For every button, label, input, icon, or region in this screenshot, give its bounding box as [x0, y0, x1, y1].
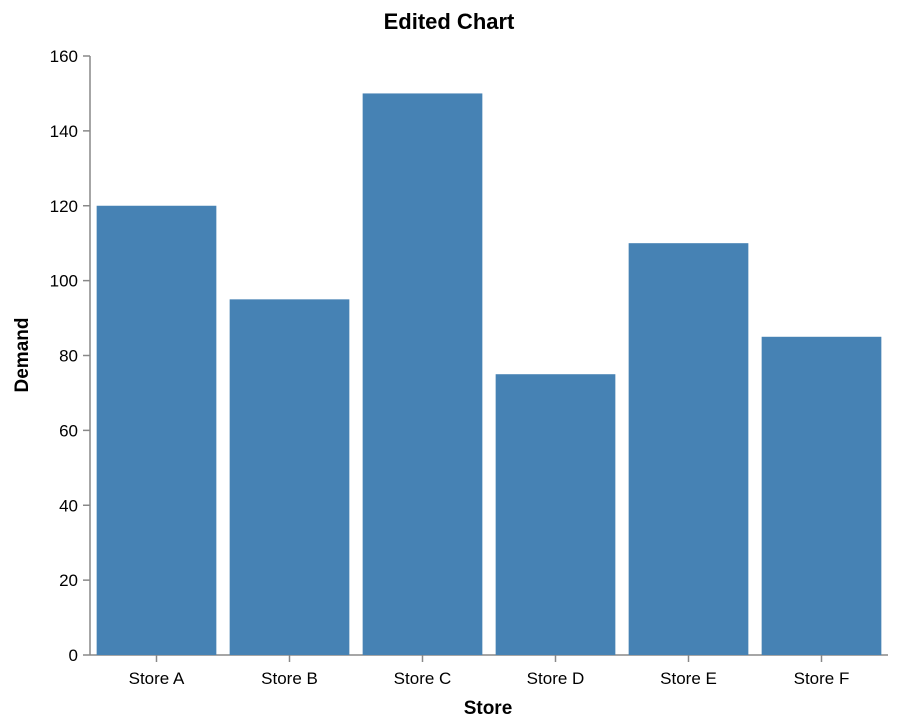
y-tick-label: 0 [69, 646, 78, 665]
x-tick-label: Store A [129, 669, 185, 688]
y-tick-label: 60 [59, 421, 78, 440]
x-tick-label: Store E [660, 669, 717, 688]
x-tick-label: Store B [261, 669, 318, 688]
x-tick-label: Store C [394, 669, 452, 688]
bar-store-a [96, 205, 217, 655]
x-tick-label: Store D [527, 669, 585, 688]
y-tick-label: 160 [50, 47, 78, 66]
y-tick-label: 40 [59, 496, 78, 515]
bar-store-e [628, 243, 749, 655]
y-tick-label: 140 [50, 122, 78, 141]
y-axis-title: Demand [12, 318, 33, 393]
y-axis: 0 20 40 60 80 100 120 140 160 [50, 47, 91, 665]
x-axis: Store A Store B Store C Store D Store E Store… [90, 654, 888, 688]
bar-series [96, 93, 882, 655]
bar-store-f [761, 336, 882, 655]
y-tick-label: 100 [50, 272, 78, 291]
y-tick-label: 80 [59, 347, 78, 366]
x-tick-label: Store F [794, 669, 850, 688]
y-tick-label: 120 [50, 197, 78, 216]
y-tick-label: 20 [59, 571, 78, 590]
bar-store-b [229, 299, 350, 655]
x-axis-title: Store [464, 698, 513, 719]
bar-store-d [495, 374, 616, 655]
chart-title: Edited Chart [384, 9, 515, 34]
bar-store-c [362, 93, 483, 655]
